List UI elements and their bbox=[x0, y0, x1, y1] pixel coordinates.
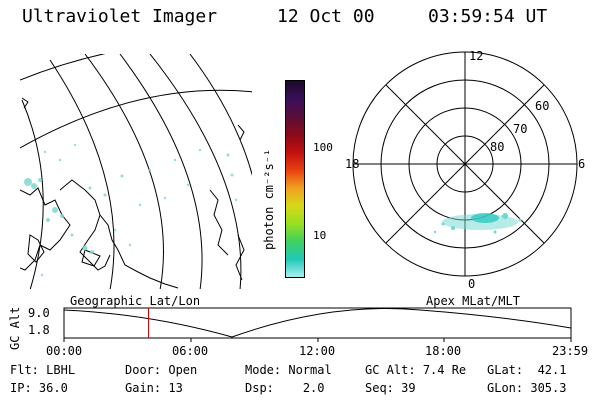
longitude-arc bbox=[149, 54, 242, 289]
geographic-caption: Geographic Lat/Lon bbox=[70, 294, 201, 308]
info-flt: Flt: LBHL bbox=[10, 363, 76, 377]
altitude-xtick-1: 06:00 bbox=[172, 344, 209, 358]
altitude-xtick-2: 12:00 bbox=[299, 344, 336, 358]
info-gain: Gain: 13 bbox=[125, 381, 183, 395]
latitude-arc bbox=[20, 54, 106, 81]
colorbar bbox=[285, 80, 305, 278]
coastline bbox=[235, 234, 245, 281]
polar-mlt-plot: 12 18 6 0 60 70 80 bbox=[345, 49, 585, 290]
apex-caption: Apex MLat/MLT bbox=[426, 294, 520, 308]
altitude-plot bbox=[63, 307, 572, 342]
longitude-arc bbox=[21, 99, 44, 289]
coastline bbox=[81, 249, 101, 267]
lat-label-60: 60 bbox=[535, 99, 549, 113]
info-glon: GLon: 305.3 bbox=[487, 381, 567, 395]
altitude-plot-frame bbox=[63, 307, 572, 339]
info-seq: Seq: 39 bbox=[365, 381, 416, 395]
longitude-arc bbox=[189, 54, 252, 176]
coastline bbox=[209, 189, 229, 256]
latitude-arc bbox=[20, 89, 252, 149]
mlt-label-12: 12 bbox=[469, 49, 483, 63]
altitude-xtick-0: 00:00 bbox=[46, 344, 83, 358]
info-dsp: Dsp: 2.0 bbox=[245, 381, 325, 395]
coastline bbox=[21, 97, 29, 109]
info-glat: GLat: 42.1 bbox=[487, 363, 567, 377]
altitude-curve bbox=[63, 308, 572, 338]
longitude-arc bbox=[49, 59, 115, 289]
mlt-label-6: 6 bbox=[578, 157, 585, 171]
colorbar-label: photon cm⁻²s⁻¹ bbox=[262, 148, 276, 250]
coastline bbox=[79, 214, 111, 271]
lat-label-80: 80 bbox=[490, 140, 504, 154]
colorbar-tick-10: 10 bbox=[313, 229, 327, 242]
coastline bbox=[27, 234, 45, 263]
info-door: Door: Open bbox=[125, 363, 198, 377]
mlt-meridian bbox=[385, 84, 545, 244]
coastline bbox=[20, 187, 71, 271]
mlt-label-18: 18 bbox=[345, 157, 359, 171]
instrument-title: Ultraviolet Imager bbox=[22, 6, 218, 27]
altitude-ytick-9: 9.0 bbox=[28, 306, 50, 320]
date-label: 12 Oct 00 bbox=[277, 6, 375, 27]
time-label: 03:59:54 UT bbox=[428, 6, 548, 27]
longitude-arc bbox=[119, 54, 203, 289]
mlt-label-0: 0 bbox=[468, 277, 475, 290]
info-gc-alt: GC Alt: 7.4 Re bbox=[365, 363, 467, 377]
geographic-map-panel bbox=[20, 54, 252, 289]
altitude-xtick-4: 23:59 bbox=[552, 344, 589, 358]
colorbar-tick-100: 100 bbox=[313, 141, 333, 154]
altitude-xtick-3: 18:00 bbox=[425, 344, 462, 358]
coastline bbox=[59, 179, 179, 289]
coastline bbox=[237, 124, 245, 141]
altitude-ytick-1: 1.8 bbox=[28, 323, 50, 337]
lat-label-70: 70 bbox=[513, 122, 527, 136]
info-mode: Mode: Normal bbox=[245, 363, 332, 377]
info-ip: IP: 36.0 bbox=[10, 381, 68, 395]
longitude-arc bbox=[84, 54, 164, 289]
altitude-ylabel: GC Alt bbox=[8, 306, 22, 350]
